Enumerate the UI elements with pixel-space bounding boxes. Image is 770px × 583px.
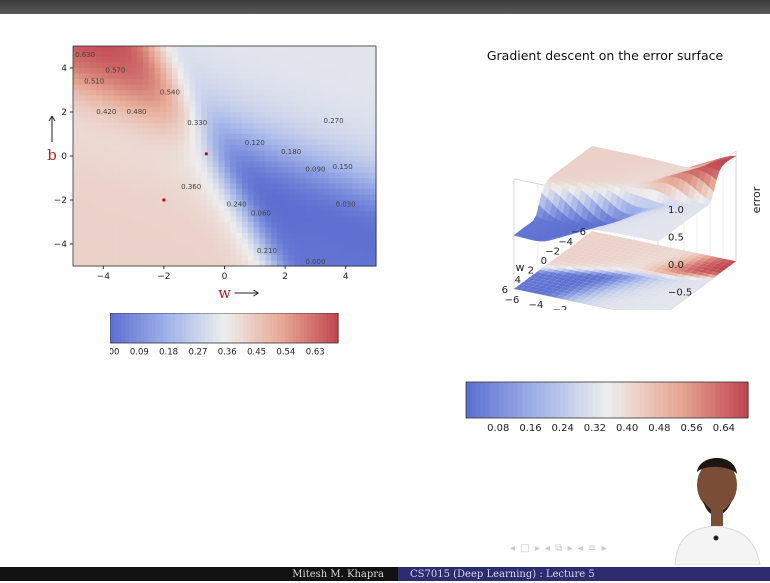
- surface-colorbar-tick-label: 0.48: [648, 423, 670, 434]
- surface-colorbar-gradient: [466, 382, 749, 418]
- b-tick-label: −4: [529, 300, 544, 310]
- y-tick-label: 2: [61, 108, 67, 118]
- contour-colorbar-tick-label: 0.54: [276, 348, 295, 358]
- surface-colorbar: 0.08 0.16 0.24 0.32 0.40 0.48 0.56 0.64: [462, 378, 762, 448]
- w-tick-label: 4: [515, 275, 521, 286]
- contour-label: 0.180: [281, 148, 301, 156]
- contour-label: 0.480: [127, 108, 147, 116]
- surface-plot: 1.00.50.0−0.5−1.0error−6−4−20246b−6−4−20…: [470, 80, 770, 310]
- contour-colorbar-tick-label: 0.09: [130, 348, 149, 358]
- surface-colorbar-tick-label: 0.16: [519, 423, 541, 434]
- contour-label: 0.540: [160, 88, 180, 96]
- contour-label: 0.210: [257, 247, 277, 255]
- contour-label: 0.510: [84, 77, 104, 85]
- contour-colorbar-tick-label: 0.63: [306, 348, 325, 358]
- contour-label: 0.240: [227, 201, 247, 209]
- surface-colorbar-tick-label: 0.24: [552, 423, 574, 434]
- y-tick-label: 4: [61, 64, 67, 74]
- w-axis-label: w: [516, 261, 525, 274]
- w-tick-label: 2: [528, 266, 534, 277]
- descent-point: [162, 198, 165, 201]
- contour-label: 0.060: [251, 209, 271, 217]
- z-tick-label: 0.5: [668, 232, 684, 243]
- contour-label: 0.120: [245, 139, 265, 147]
- contour-colorbar-tick-label: 0.18: [159, 348, 178, 358]
- contour-label: 0.630: [75, 51, 95, 59]
- descent-point: [205, 152, 208, 155]
- x-tick-label: 2: [282, 272, 288, 282]
- contour-colorbar: 0.00 0.09 0.18 0.27 0.36 0.45 0.54 0.63: [110, 313, 350, 365]
- w-tick-label: −2: [545, 246, 560, 257]
- beamer-navigation[interactable]: ◂ □ ▸ ◂ ⧉ ▸ ◂ ≡ ▸: [510, 543, 608, 554]
- x-tick-label: 0: [222, 272, 228, 282]
- b-tick-label: −6: [505, 295, 520, 306]
- footer-author: Mitesh M. Khapra: [292, 567, 384, 581]
- surface-colorbar-tick-label: 0.08: [487, 423, 509, 434]
- z-tick-label: 1.0: [668, 205, 684, 216]
- surface-floor-projection: [514, 231, 736, 310]
- z-tick-label: −0.5: [668, 287, 692, 298]
- contour-colorbar-tick-label: 0.36: [218, 348, 237, 358]
- w-tick-label: 6: [502, 285, 508, 296]
- contour-colorbar-gradient: [110, 313, 339, 343]
- surface-colorbar-tick-label: 0.64: [713, 423, 735, 434]
- surface-plot-title: Gradient descent on the error surface: [470, 48, 740, 63]
- contour-colorbar-tick-label: 0.45: [247, 348, 266, 358]
- surface-colorbar-tick-label: 0.40: [616, 423, 638, 434]
- contour-label: 0.270: [324, 117, 344, 125]
- contour-label: 0.030: [336, 201, 356, 209]
- w-tick-label: −6: [571, 227, 586, 238]
- slide-top-bar: [0, 0, 770, 14]
- contour-colorbar-tick-label: 0.00: [110, 348, 119, 358]
- contour-field: [73, 46, 377, 267]
- y-tick-label: 0: [61, 152, 67, 162]
- w-tick-label: 0: [541, 256, 547, 267]
- slide-footer: Mitesh M. Khapra CS7015 (Deep Learning) …: [0, 567, 770, 581]
- surface-colorbar-svg: 0.08 0.16 0.24 0.32 0.40 0.48 0.56 0.64: [462, 378, 762, 448]
- x-axis-label: w: [218, 284, 231, 302]
- contour-colorbar-svg: 0.00 0.09 0.18 0.27 0.36 0.45 0.54 0.63: [110, 313, 350, 365]
- contour-label: 0.000: [305, 258, 325, 266]
- w-tick-label: −4: [558, 237, 573, 248]
- error-surface: [514, 146, 736, 241]
- contour-label: 0.090: [305, 165, 325, 173]
- x-tick-label: 4: [343, 272, 349, 282]
- y-axis-label: b: [47, 146, 57, 164]
- surface-colorbar-tick-label: 0.56: [680, 423, 702, 434]
- contour-label: 0.360: [181, 183, 201, 191]
- contour-colorbar-tick-label: 0.27: [188, 348, 207, 358]
- contour-label: 0.420: [96, 108, 116, 116]
- x-tick-label: −2: [157, 272, 170, 282]
- b-tick-label: −2: [553, 305, 568, 310]
- x-tick-label: −4: [97, 272, 111, 282]
- y-tick-label: −4: [54, 240, 68, 250]
- presenter-video: [655, 440, 770, 565]
- contour-label: 0.570: [105, 66, 125, 74]
- presenter-figure: [655, 440, 770, 565]
- contour-label: 0.330: [187, 119, 207, 127]
- z-tick-label: 0.0: [668, 260, 684, 271]
- surface-colorbar-tick-label: 0.32: [584, 423, 606, 434]
- y-tick-label: −2: [54, 196, 67, 206]
- z-axis-label: error: [750, 186, 763, 213]
- surface-plot-svg: 1.00.50.0−0.5−1.0error−6−4−20246b−6−4−20…: [470, 80, 770, 310]
- footer-course: CS7015 (Deep Learning) : Lecture 5: [398, 567, 770, 581]
- contour-label: 0.150: [333, 163, 353, 171]
